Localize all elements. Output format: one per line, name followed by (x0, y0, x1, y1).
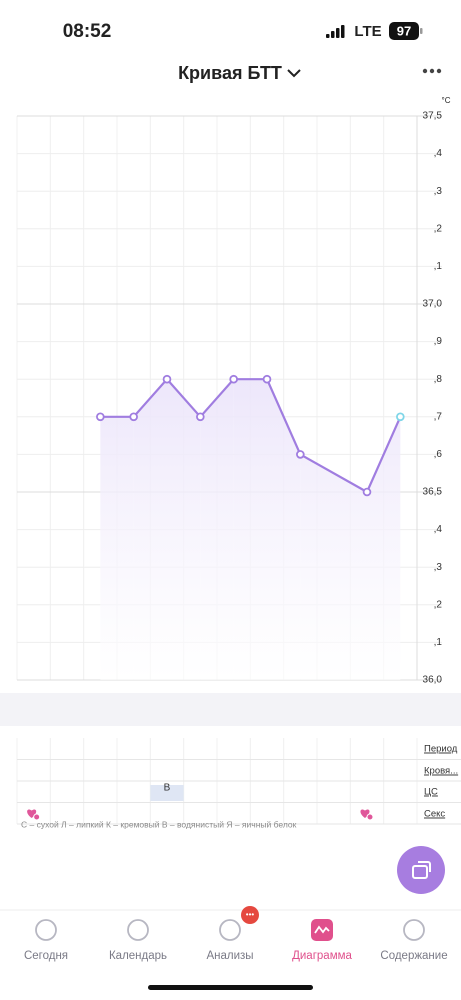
point (262, 374, 272, 384)
y-tick-label: 37,5 (423, 111, 443, 122)
bottom-nav: Сегодня Календарь Анализы ••• Диаграмма Содер… (24, 906, 448, 962)
nav-icon (219, 919, 241, 941)
nav-label[interactable]: Анализы (206, 950, 253, 962)
line-segment (165, 378, 202, 418)
area (200, 379, 234, 680)
area (300, 454, 367, 680)
y-tick-label: ,4 (434, 524, 443, 535)
status-time: 08:52 (63, 21, 112, 42)
y-tick-label: ,4 (434, 148, 443, 159)
chevron[interactable] (287, 69, 301, 78)
y-tick-label: ,1 (434, 637, 443, 648)
chart: 36,0 ,1 ,2 ,3 ,4 36,5 ,6 ,7 ,8 ,9 37,0 ,1 ,2 ,3 ,4 37,5… (16, 111, 461, 829)
tracking-row-label[interactable]: Период (424, 744, 458, 755)
tracking-legend: С – сухой Л – липкий К – кремовый В – во… (21, 819, 297, 829)
y-tick-label: ,1 (434, 261, 443, 272)
nav-label[interactable]: Содержание (380, 950, 447, 962)
unit: °C (442, 96, 451, 105)
point (229, 374, 238, 384)
line-segment (299, 453, 369, 494)
nav-label[interactable]: Календарь (109, 950, 167, 962)
mucus-label: В (164, 783, 171, 794)
point (162, 374, 172, 384)
line-segment (265, 378, 302, 456)
area (133, 379, 167, 680)
y-tick-label: 36,0 (423, 675, 443, 686)
area (167, 379, 201, 680)
y-tick-label: ,2 (434, 599, 443, 610)
y-tick-label: 37,0 (423, 299, 443, 310)
nav-icon (403, 919, 425, 941)
nav-icon (35, 919, 57, 941)
line-segment (365, 415, 402, 494)
tracking-row-label[interactable]: ЦС (424, 787, 438, 798)
nav-icon (127, 919, 149, 941)
point (396, 412, 405, 422)
y-tick-label: ,3 (434, 186, 443, 197)
date-row (0, 693, 461, 726)
fab-icon (412, 861, 431, 879)
y-tick-label: ,2 (434, 223, 443, 234)
tracking-row-label[interactable]: Секс (424, 809, 445, 820)
area (367, 416, 401, 680)
y-tick-label: ,6 (434, 449, 443, 460)
network: LTE (354, 23, 381, 40)
point (196, 412, 205, 422)
signal-icon (326, 25, 345, 38)
line-segment (199, 378, 235, 418)
battery (389, 22, 419, 40)
line-segment (132, 378, 169, 418)
more-menu[interactable] (422, 68, 442, 74)
battery-level: 97 (397, 23, 411, 38)
area (100, 416, 134, 680)
nav-badge-text: ••• (246, 910, 255, 919)
area (267, 379, 301, 680)
nav-label[interactable]: Диаграмма (292, 950, 352, 962)
nav-label[interactable]: Сегодня (24, 950, 68, 962)
y-tick-label: ,3 (434, 562, 443, 573)
fab[interactable] (397, 846, 445, 894)
battery-tip (420, 28, 423, 34)
header-title[interactable]: Кривая БТТ (178, 63, 282, 83)
y-tick-label: ,8 (434, 374, 443, 385)
area (233, 379, 267, 680)
y-tick-label: ,9 (434, 336, 443, 347)
tracking-row-label[interactable]: Кровя... (424, 766, 458, 777)
y-tick-label: 36,5 (423, 487, 443, 498)
heart-badge (366, 813, 374, 821)
nav-icon-line (314, 925, 330, 934)
point (96, 412, 105, 422)
point (296, 450, 305, 459)
y-tick-label: ,7 (434, 411, 443, 422)
home-indicator (148, 985, 313, 990)
nav-badge (241, 906, 259, 924)
point (129, 412, 138, 422)
mucus-cell (150, 785, 184, 801)
heart-badge (33, 813, 41, 821)
point (362, 487, 372, 497)
